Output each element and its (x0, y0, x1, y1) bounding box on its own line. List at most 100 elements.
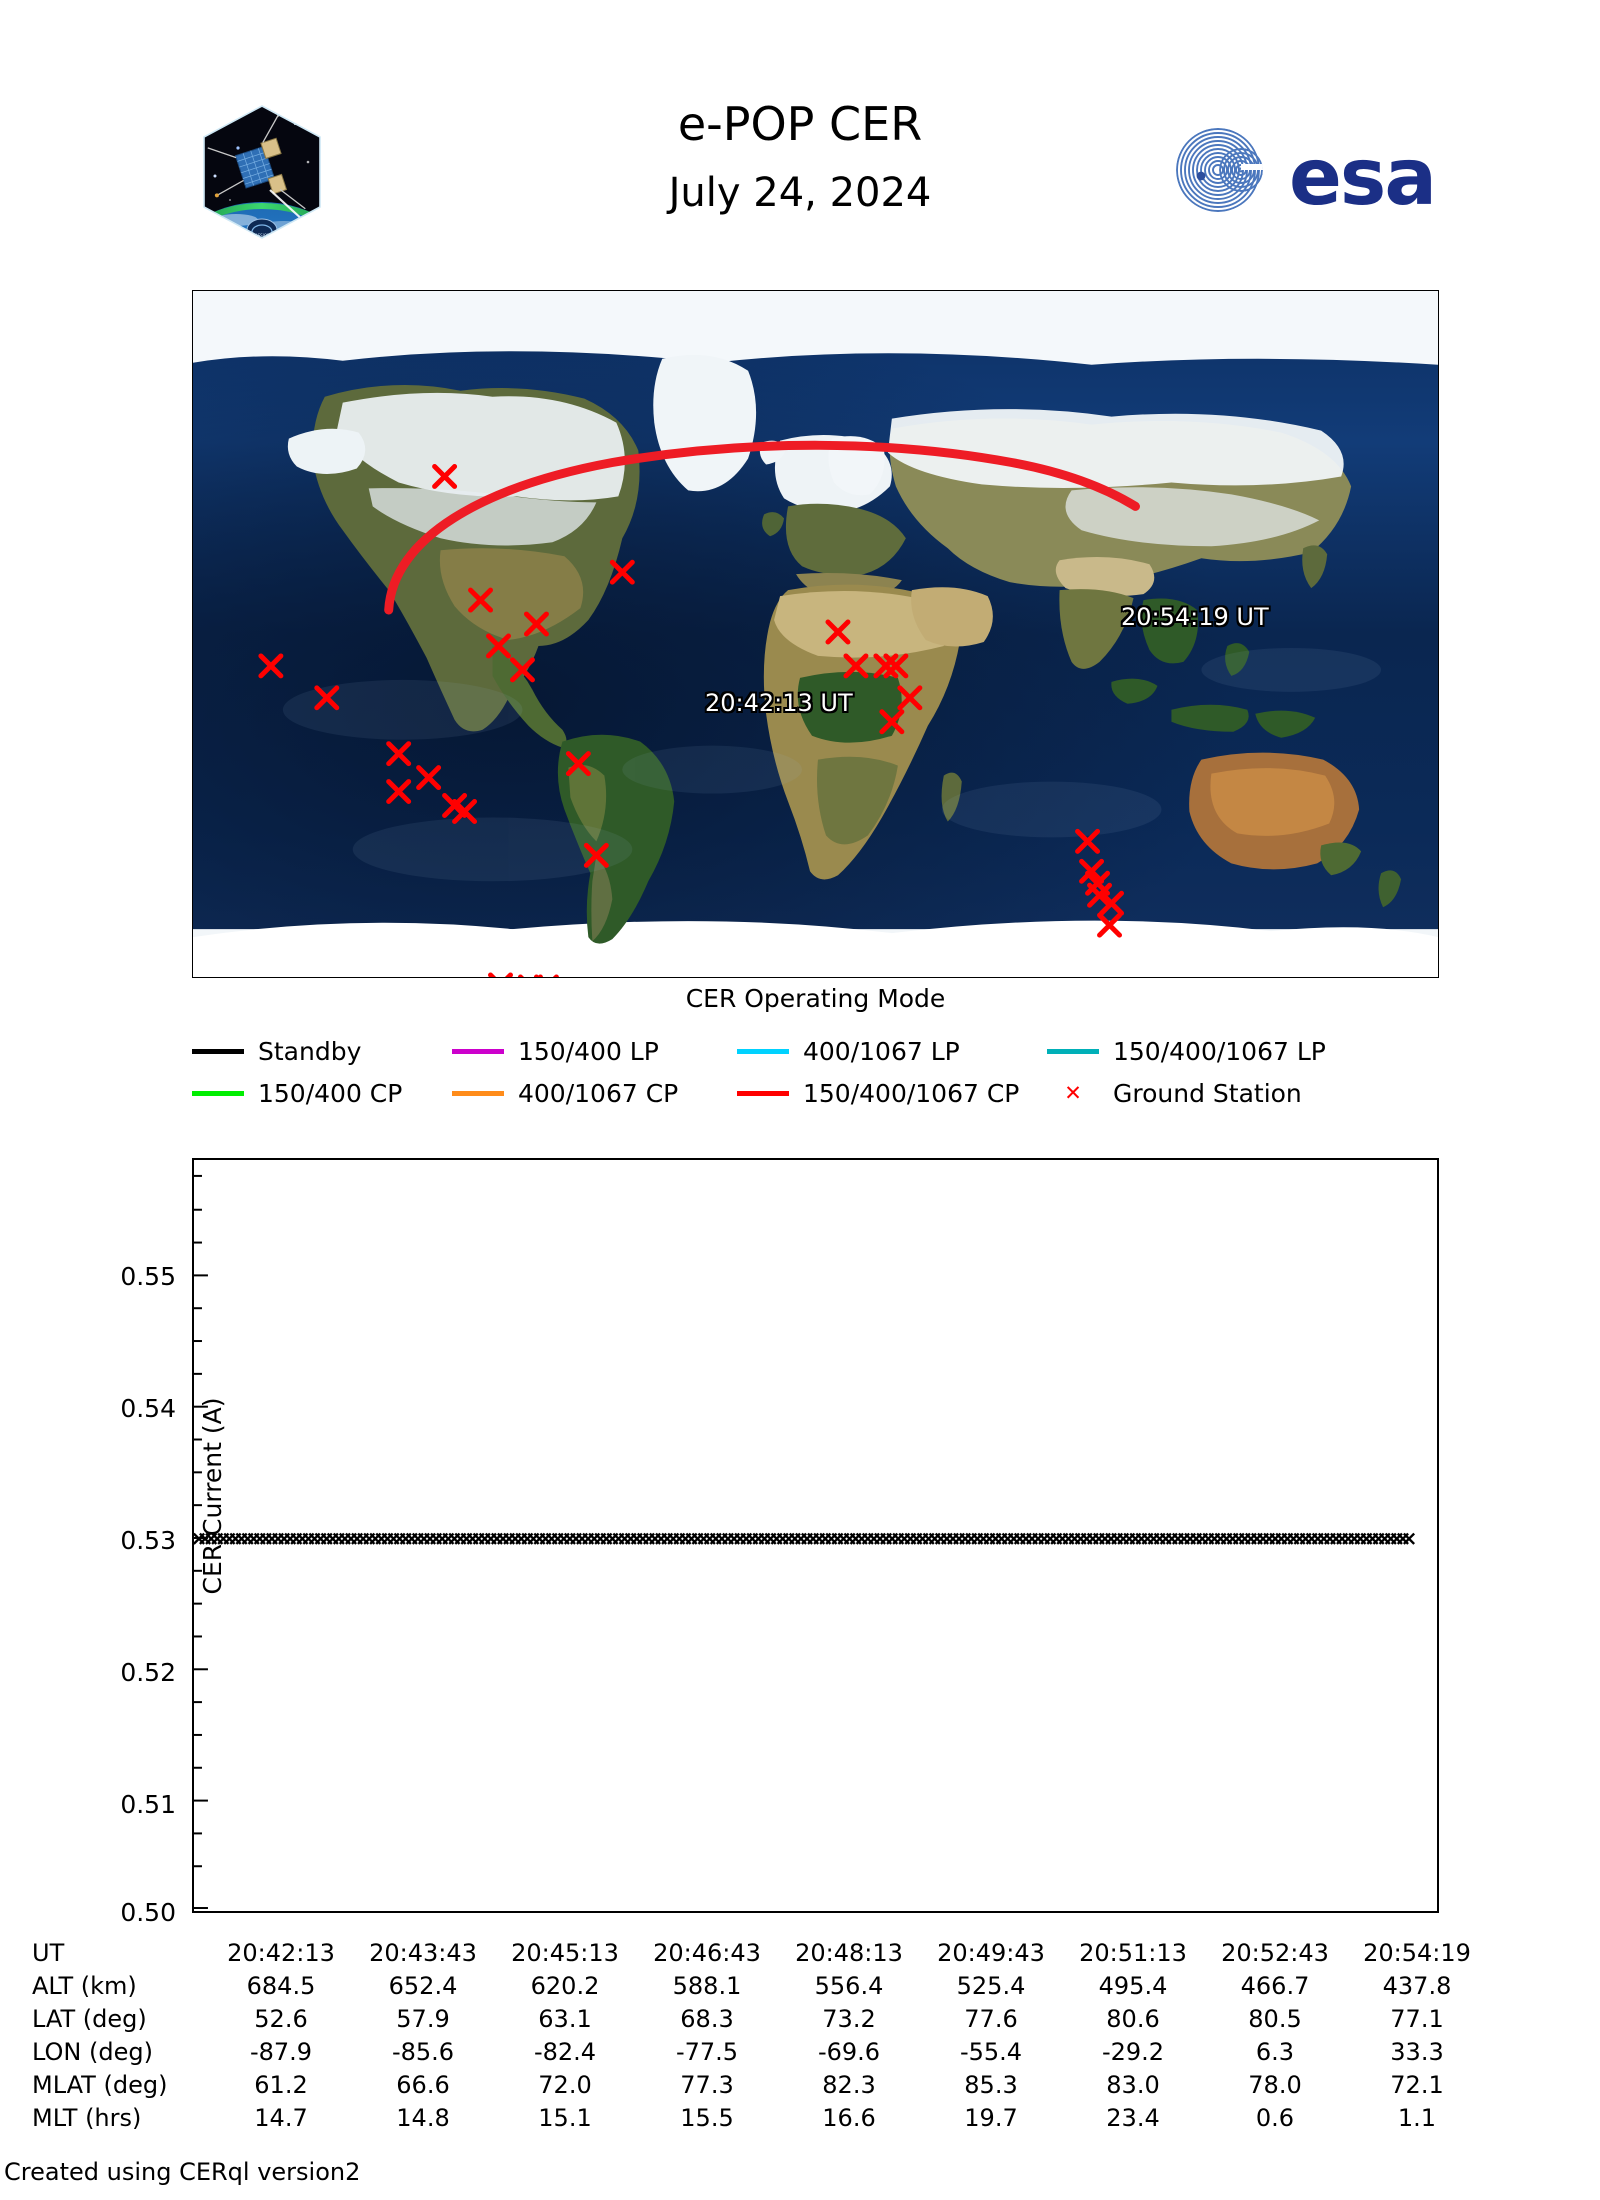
cell-lon-0: -87.9 (249, 2037, 313, 2066)
cell-mlt-4: 16.6 (822, 2103, 876, 2132)
cell-alt-6: 495.4 (1098, 1971, 1168, 2000)
page-title: e-POP CER (677, 97, 923, 151)
legend-item-standby: Standby (192, 1030, 452, 1072)
y-tick-label-054: 0.54 (120, 1394, 176, 1423)
ground-station-marker (1087, 882, 1113, 908)
ground-station-marker (843, 653, 869, 679)
cell-mlat-1: 66.6 (396, 2070, 450, 2099)
table-row: MLT (hrs) 14.7 14.8 15.1 15.5 16.6 19.7 … (28, 2101, 1488, 2134)
y-tick-label-055: 0.55 (120, 1262, 176, 1291)
cell-mlat-5: 85.3 (964, 2070, 1018, 2099)
y-tick-label-051: 0.51 (120, 1790, 176, 1819)
cell-lat-2: 63.1 (538, 2004, 592, 2033)
table-row: LON (deg) -87.9 -85.6 -82.4 -77.5 -69.6 … (28, 2035, 1488, 2068)
legend-label-150-400-lp: 150/400 LP (518, 1036, 659, 1066)
cell-alt-5: 525.4 (956, 1971, 1026, 2000)
esa-wordmark: esa (1289, 133, 1435, 220)
row-label-ut: UT (32, 1938, 65, 1967)
ground-station-marker (565, 751, 591, 777)
cell-mlat-7: 78.0 (1248, 2070, 1302, 2099)
legend-label-ground-station: Ground Station (1113, 1078, 1302, 1108)
cell-lon-4: -69.6 (817, 2037, 881, 2066)
ground-station-marker (509, 657, 535, 683)
ground-station-marker (386, 741, 412, 767)
cell-lat-4: 73.2 (822, 2004, 876, 2033)
cell-mlt-7: 0.6 (1255, 2103, 1295, 2132)
legend-item-400-1067-lp: 400/1067 LP (737, 1030, 1047, 1072)
cell-lat-3: 68.3 (680, 2004, 734, 2033)
legend-item-150-400-lp: 150/400 LP (452, 1030, 737, 1072)
cell-alt-3: 588.1 (672, 1971, 742, 2000)
footer-note: Created using CERql version2 (4, 2158, 361, 2186)
legend-item-150-400-cp: 150/400 CP (192, 1072, 452, 1114)
cell-alt-7: 466.7 (1240, 1971, 1310, 2000)
table-row: LAT (deg) 52.6 57.9 63.1 68.3 73.2 77.6 … (28, 2002, 1488, 2035)
ground-station-marker (1075, 828, 1101, 854)
svg-text:CASSIOPE: CASSIOPE (252, 233, 272, 238)
cell-mlt-1: 14.8 (396, 2103, 450, 2132)
cell-mlat-0: 61.2 (254, 2070, 308, 2099)
cell-mlat-3: 77.3 (680, 2070, 734, 2099)
cell-mlat-6: 83.0 (1106, 2070, 1160, 2099)
cell-alt-8: 437.8 (1382, 1971, 1452, 2000)
y-minor-ticks (194, 1174, 202, 1868)
row-label-lon: LON (deg) (32, 2037, 153, 2066)
ground-station-markers (258, 463, 1125, 977)
esa-logo-svg: esa (1176, 128, 1437, 223)
ground-station-marker (523, 611, 549, 637)
cell-mlt-8: 1.1 (1397, 2103, 1437, 2132)
ground-station-marker (468, 587, 494, 613)
table-row: UT 20:42:13 20:43:43 20:45:13 20:46:43 2… (28, 1936, 1488, 1969)
cer-current-plot-svg (194, 1174, 1416, 1910)
cell-mlat-8: 72.1 (1390, 2070, 1444, 2099)
ground-station-marker (1079, 858, 1105, 884)
ground-station-marker (386, 779, 412, 805)
cer-current-plot: CER Current (A) 0.55 0.54 0.53 0.52 0.51… (120, 1158, 1439, 1925)
legend-item-150-400-1067-lp: 150/400/1067 LP (1047, 1030, 1326, 1072)
row-label-lat: LAT (deg) (32, 2004, 147, 2033)
esa-logo: esa (1163, 120, 1463, 223)
ground-station-marker (583, 842, 609, 868)
ground-station-marker (1097, 912, 1123, 938)
cell-lat-7: 80.5 (1248, 2004, 1302, 2033)
cell-lat-0: 52.6 (254, 2004, 308, 2033)
cell-lat-1: 57.9 (396, 2004, 450, 2033)
cell-lon-5: -55.4 (959, 2037, 1023, 2066)
ground-station-marker (452, 799, 478, 824)
satellite-ground-track (384, 440, 1140, 615)
row-label-alt: ALT (km) (32, 1971, 137, 2000)
legend-swatch-standby (192, 1048, 244, 1054)
cer-current-data-series (194, 1532, 1416, 1545)
cell-lon-8: 33.3 (1390, 2037, 1444, 2066)
cell-lat-8: 77.1 (1390, 2004, 1444, 2033)
cell-ut-7: 20:52:43 (1221, 1938, 1329, 1967)
cassiope-logo-svg: CASSIOPE (203, 105, 321, 239)
legend-label-standby: Standby (258, 1036, 362, 1066)
ground-station-marker (883, 653, 909, 679)
ground-station-marker (258, 653, 284, 679)
cell-alt-0: 684.5 (246, 1971, 316, 2000)
cell-mlt-5: 19.7 (964, 2103, 1018, 2132)
legend-item-400-1067-cp: 400/1067 CP (452, 1072, 737, 1114)
ephemeris-table: UT 20:42:13 20:43:43 20:45:13 20:46:43 2… (28, 1936, 1488, 2134)
cell-ut-4: 20:48:13 (795, 1938, 903, 1967)
cassiope-mission-patch-logo: CASSIOPE (200, 104, 324, 240)
cell-lon-7: 6.3 (1255, 2037, 1295, 2066)
cell-mlt-0: 14.7 (254, 2103, 308, 2132)
cell-mlat-4: 82.3 (822, 2070, 876, 2099)
ground-station-marker (825, 619, 851, 645)
y-tick-label-050: 0.50 (120, 1898, 176, 1927)
legend-item-ground-station: ✕ Ground Station (1047, 1072, 1302, 1114)
cell-mlt-2: 15.1 (538, 2103, 592, 2132)
legend-swatch-400-1067-cp (452, 1090, 504, 1096)
cell-mlat-2: 72.0 (538, 2070, 592, 2099)
legend-swatch-150-400-lp (452, 1048, 504, 1054)
legend-swatch-150-400-cp (192, 1090, 244, 1096)
table-row: ALT (km) 684.5 652.4 620.2 588.1 556.4 5… (28, 1969, 1488, 2002)
cell-mlt-3: 15.5 (680, 2103, 734, 2132)
legend-label-150-400-1067-cp: 150/400/1067 CP (803, 1078, 1020, 1108)
cell-lat-5: 77.6 (964, 2004, 1018, 2033)
legend-label-400-1067-lp: 400/1067 LP (803, 1036, 960, 1066)
y-axis-label: CER Current (A) (198, 1397, 227, 1595)
title-block: e-POP CER July 24, 2024 (400, 95, 1200, 219)
